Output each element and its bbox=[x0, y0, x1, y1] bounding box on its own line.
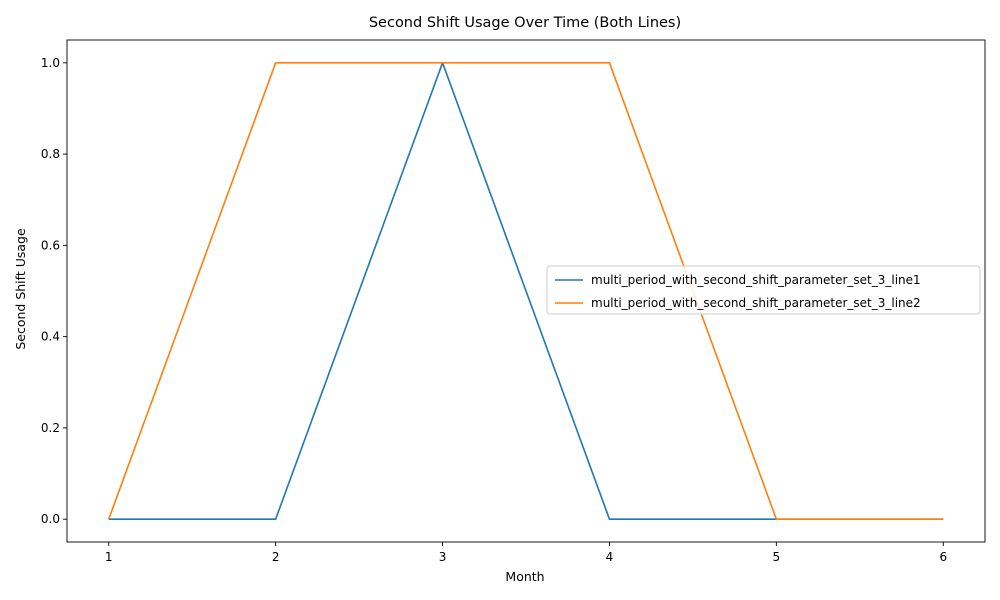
y-tick-label: 0.8 bbox=[41, 147, 60, 161]
y-tick-label: 0.6 bbox=[41, 238, 60, 252]
x-tick-label: 6 bbox=[939, 550, 947, 564]
plot-area bbox=[66, 39, 986, 543]
chart-title: Second Shift Usage Over Time (Both Lines… bbox=[369, 15, 681, 31]
y-axis: 0.0 0.2 0.4 0.6 0.8 1.0 bbox=[41, 56, 67, 526]
x-tick-label: 1 bbox=[105, 550, 113, 564]
x-tick-label: 2 bbox=[272, 550, 280, 564]
x-axis-label: Month bbox=[505, 569, 544, 584]
legend-label-1: multi_period_with_second_shift_parameter… bbox=[591, 273, 921, 287]
legend-label-2: multi_period_with_second_shift_parameter… bbox=[591, 296, 921, 310]
y-tick-label: 1.0 bbox=[41, 56, 60, 70]
x-tick-label: 4 bbox=[606, 550, 614, 564]
y-tick-label: 0.2 bbox=[41, 421, 60, 435]
series-line-2 bbox=[107, 62, 944, 520]
x-tick-label: 3 bbox=[439, 550, 447, 564]
x-axis: 1 2 3 4 5 6 bbox=[105, 542, 947, 564]
legend: multi_period_with_second_shift_parameter… bbox=[546, 265, 981, 315]
y-axis-label: Second Shift Usage bbox=[13, 228, 28, 350]
x-tick-label: 5 bbox=[773, 550, 781, 564]
y-tick-label: 0.4 bbox=[41, 330, 60, 344]
plot-frame bbox=[66, 39, 986, 543]
y-tick-label: 0.0 bbox=[41, 512, 60, 526]
legend-box bbox=[546, 265, 981, 315]
